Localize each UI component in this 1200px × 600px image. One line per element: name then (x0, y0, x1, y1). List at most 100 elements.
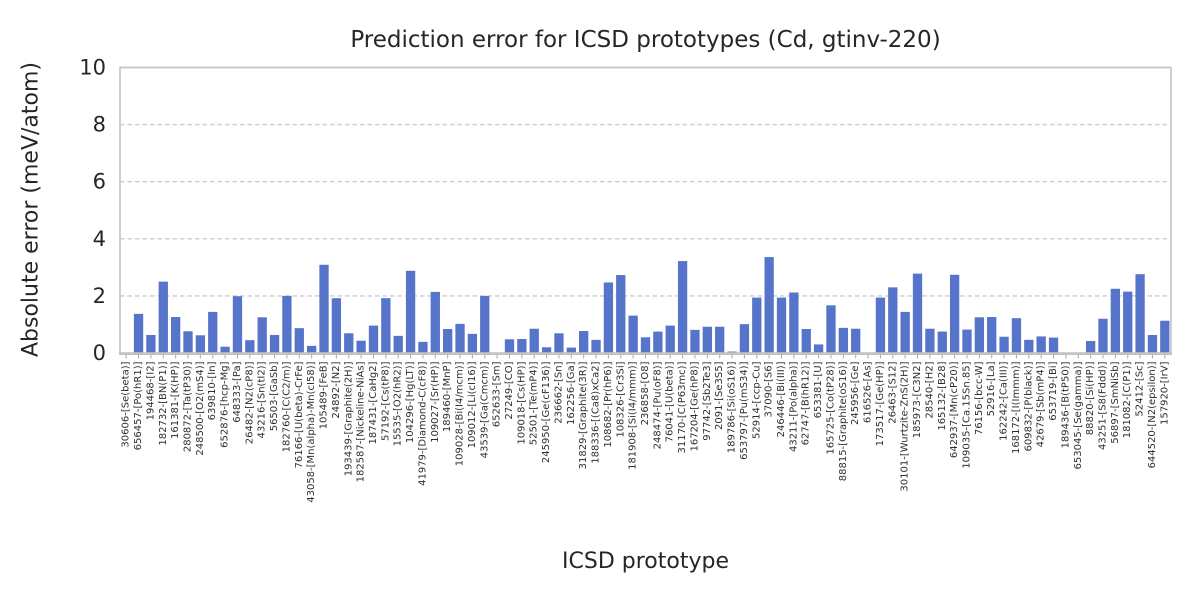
bar (1036, 336, 1046, 353)
x-tick-label: 189436-[B(tP50)] (1060, 361, 1071, 448)
x-tick-label: 173517-[Ge(HP)] (875, 361, 886, 446)
x-tick-label: 108326-[Cr3Si] (615, 361, 626, 437)
bar (133, 313, 144, 353)
bar (851, 328, 861, 353)
y-tick-label: 8 (93, 113, 106, 137)
x-tick-label: 24892-[N2] (331, 361, 342, 418)
bar (1135, 274, 1145, 353)
bar (418, 341, 428, 353)
bar (1110, 288, 1121, 353)
bar (430, 291, 440, 353)
bar (603, 282, 614, 353)
y-axis-label: Absolute error (meV/atom) (18, 62, 44, 357)
x-tick-label: 109012-[Li(cI16)] (467, 361, 478, 448)
x-tick-label: 43216-[Sn(tI2)] (257, 361, 268, 438)
x-tick-label: 62747-[B(hR12)] (801, 361, 812, 445)
x-tick-label: 76166-[U(beta)-CrFe] (294, 361, 305, 468)
bar (776, 297, 787, 353)
bar (541, 347, 552, 353)
bar (1123, 291, 1133, 353)
x-tick-label: 188336-[(Ca8)xCa2] (591, 361, 602, 463)
x-tick-label: 76041-[U(beta)] (665, 361, 676, 442)
x-tick-label: 193439-[Graphite(2H)] (343, 361, 354, 476)
x-tick-label: 52916-[La] (986, 361, 997, 416)
bar (813, 344, 824, 353)
x-tick-label: 30101-[Wurtzite-ZnS(2H)] (900, 361, 911, 491)
x-tick-label: 43211-[Po(alpha)] (788, 361, 799, 452)
bar (925, 328, 935, 353)
bar (307, 345, 317, 353)
x-tick-label: 109027-[Sr(HP)] (430, 361, 441, 442)
bar (715, 326, 725, 353)
x-tick-label: 644520-[N2(epsilon)] (1147, 361, 1158, 468)
bar (900, 311, 910, 353)
bar (529, 328, 539, 353)
bar (949, 274, 960, 353)
bar (690, 329, 700, 353)
x-tick-label: 248500-[O2(mS4)] (195, 361, 206, 455)
x-tick-label: 194468-[I2] (145, 361, 156, 420)
bar (962, 329, 972, 353)
bar (591, 339, 601, 353)
bar (826, 305, 836, 353)
bar (294, 328, 304, 353)
x-tick-label: 653045-[Se(gamma)] (1073, 361, 1084, 469)
bar (381, 298, 391, 353)
bar (170, 317, 181, 353)
y-tick-label: 6 (93, 170, 106, 194)
y-tick-label: 10 (79, 56, 106, 80)
x-tick-label: 189786-[Si(oS16)] (727, 361, 738, 453)
x-tick-label: 182732-[BN(P1)] (158, 361, 169, 445)
x-tick-label: 652633-[Sm] (492, 361, 503, 427)
y-tick-label: 4 (93, 227, 106, 251)
x-tick-label: 52412-[Sc] (1135, 361, 1146, 416)
x-tick-label: 27249-[CO] (504, 361, 515, 419)
bar (888, 287, 898, 353)
bar (987, 317, 997, 353)
x-tick-label: 639810-[In] (207, 361, 218, 420)
bar (838, 327, 848, 353)
bar (146, 335, 156, 353)
x-tick-label: 168172-[I(Immm)] (1011, 361, 1022, 454)
bar (1147, 335, 1158, 353)
bar (220, 346, 230, 353)
bar (789, 292, 799, 353)
bar (368, 325, 379, 353)
x-tick-label: 52914-[ccp-Cu] (751, 361, 762, 439)
x-tick-label: 648333-[Pa] (232, 361, 243, 422)
x-tick-label: 167204-[Ge(hP8)] (689, 361, 700, 451)
y-tick-label: 2 (93, 284, 106, 308)
bar (393, 335, 403, 353)
x-tick-label: 26463-[S12] (887, 361, 898, 423)
x-tick-label: 165725-[Co(tP28)] (825, 361, 836, 454)
bar (443, 329, 453, 353)
x-tick-label: 31829-[Graphite(3R)] (578, 361, 589, 469)
bar (232, 296, 243, 353)
bar (999, 336, 1009, 353)
x-tick-label: 43058-[Mn(alpha)-Mn(cI58)] (306, 361, 317, 502)
x-tick-label: 43539-[Ga(Cmcm)] (479, 361, 490, 458)
bar (269, 335, 280, 353)
bar (319, 264, 329, 353)
bar (282, 295, 292, 353)
bar (752, 297, 762, 353)
bar (455, 323, 465, 353)
x-tick-label: 26482-[N2(cP8)] (244, 361, 255, 444)
x-tick-label: 182587-[Nickeline-NiAs] (356, 361, 367, 482)
bar (480, 295, 490, 353)
bar (628, 315, 638, 353)
x-tick-label: 28540-[H2] (924, 361, 935, 418)
x-tick-label: 236662-[Sn] (553, 361, 564, 423)
x-tick-label: 31170-[C(P63mc)] (677, 361, 688, 453)
x-axis-label: ICSD prototype (562, 549, 729, 574)
x-tick-label: 42679-[Sb(mP4)] (1036, 361, 1047, 447)
bar (195, 335, 206, 353)
x-tick-label: 104296-[Hg(LT)] (405, 361, 416, 443)
bar (974, 317, 984, 353)
bar (801, 329, 811, 353)
x-tick-label: 161381-[K(HP)] (170, 361, 181, 439)
x-tick-label: 43251-[S8(Fddd)] (1097, 361, 1108, 450)
bar (1098, 318, 1108, 353)
